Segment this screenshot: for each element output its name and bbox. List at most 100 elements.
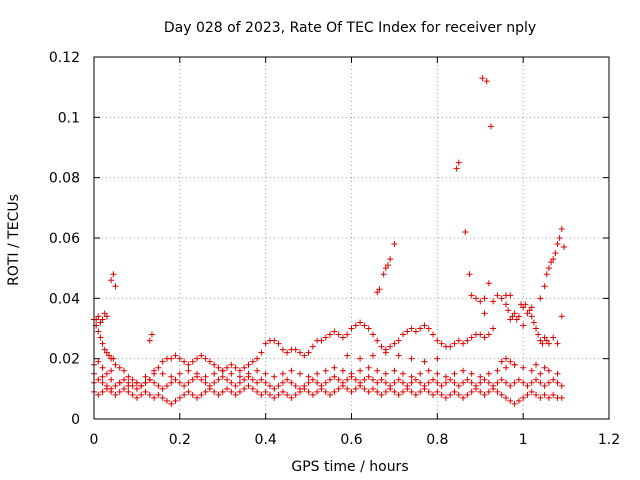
- chart-title: Day 028 of 2023, Rate Of TEC Index for r…: [164, 20, 536, 36]
- data-point: [417, 370, 424, 377]
- data-point: [460, 367, 467, 374]
- data-point: [460, 379, 467, 386]
- data-point: [224, 364, 231, 371]
- data-point: [305, 349, 312, 356]
- data-point: [112, 361, 119, 368]
- data-point: [412, 328, 419, 335]
- data-point: [455, 391, 462, 398]
- x-tick-label: 0.2: [169, 432, 191, 448]
- x-tick-label: 1: [519, 432, 528, 448]
- data-point: [533, 391, 540, 398]
- data-point: [224, 376, 231, 383]
- data-point: [550, 256, 557, 263]
- data-point: [503, 379, 509, 386]
- data-point: [185, 367, 192, 374]
- data-point: [206, 385, 213, 392]
- data-point: [95, 376, 102, 383]
- data-point: [503, 301, 509, 308]
- data-point: [318, 385, 325, 392]
- data-point: [103, 313, 110, 320]
- data-point: [357, 382, 364, 389]
- data-point: [374, 289, 381, 296]
- data-point: [284, 376, 291, 383]
- data-point: [526, 307, 533, 314]
- data-point: [254, 367, 261, 374]
- x-tick-label: 0.4: [255, 432, 277, 448]
- data-point: [348, 325, 355, 332]
- data-point: [365, 388, 372, 395]
- data-point: [541, 334, 548, 341]
- data-point: [331, 364, 338, 371]
- data-point: [545, 394, 552, 401]
- data-point: [477, 298, 484, 305]
- data-point: [451, 388, 458, 395]
- data-point: [219, 388, 226, 395]
- data-point: [202, 355, 209, 362]
- data-point: [455, 337, 462, 344]
- data-point: [103, 385, 110, 392]
- data-point: [228, 388, 235, 395]
- data-point: [468, 388, 475, 395]
- data-point: [125, 373, 132, 380]
- data-point: [505, 307, 512, 314]
- data-point: [361, 385, 368, 392]
- data-point: [185, 379, 192, 386]
- data-point: [245, 370, 252, 377]
- data-point: [279, 379, 286, 386]
- data-point: [327, 331, 334, 338]
- data-point: [485, 388, 492, 395]
- data-point: [155, 364, 162, 371]
- data-point: [528, 379, 535, 386]
- data-point: [545, 379, 552, 386]
- data-point: [369, 376, 376, 383]
- data-point: [447, 343, 454, 350]
- data-point: [262, 388, 269, 395]
- plot-frame: [93, 56, 610, 420]
- data-point: [108, 277, 115, 284]
- data-point: [438, 391, 445, 398]
- data-point: [146, 376, 153, 383]
- data-point: [146, 337, 153, 344]
- data-point: [554, 340, 561, 347]
- data-point: [391, 367, 398, 374]
- data-point: [369, 331, 376, 338]
- data-point: [335, 385, 342, 392]
- data-point: [498, 295, 505, 302]
- data-point: [541, 382, 548, 389]
- data-point: [382, 349, 389, 356]
- data-points: [91, 75, 567, 407]
- data-point: [142, 373, 149, 380]
- data-point: [95, 313, 102, 320]
- data-point: [503, 364, 509, 371]
- data-point: [558, 313, 565, 320]
- data-point: [236, 367, 243, 374]
- data-point: [554, 241, 561, 248]
- data-point: [503, 355, 509, 362]
- data-point: [232, 382, 239, 389]
- data-point: [543, 271, 550, 278]
- data-point: [194, 370, 200, 377]
- data-point: [352, 322, 359, 329]
- data-point: [528, 388, 535, 395]
- data-point: [477, 331, 484, 338]
- data-point: [176, 355, 183, 362]
- data-point: [541, 283, 548, 290]
- data-point: [292, 346, 299, 353]
- data-point: [524, 382, 531, 389]
- data-point: [297, 370, 303, 377]
- data-point: [327, 391, 334, 398]
- data-point: [438, 382, 445, 389]
- data-point: [374, 337, 381, 344]
- data-point: [129, 391, 136, 398]
- data-point: [275, 382, 282, 389]
- data-point: [537, 379, 544, 386]
- data-point: [515, 376, 522, 383]
- data-point: [254, 355, 261, 362]
- data-point: [331, 388, 338, 395]
- data-point: [528, 304, 535, 311]
- data-point: [138, 382, 145, 389]
- x-tick-label: 0.6: [340, 432, 362, 448]
- data-point: [515, 397, 522, 404]
- data-point: [455, 159, 462, 166]
- data-point: [477, 388, 484, 395]
